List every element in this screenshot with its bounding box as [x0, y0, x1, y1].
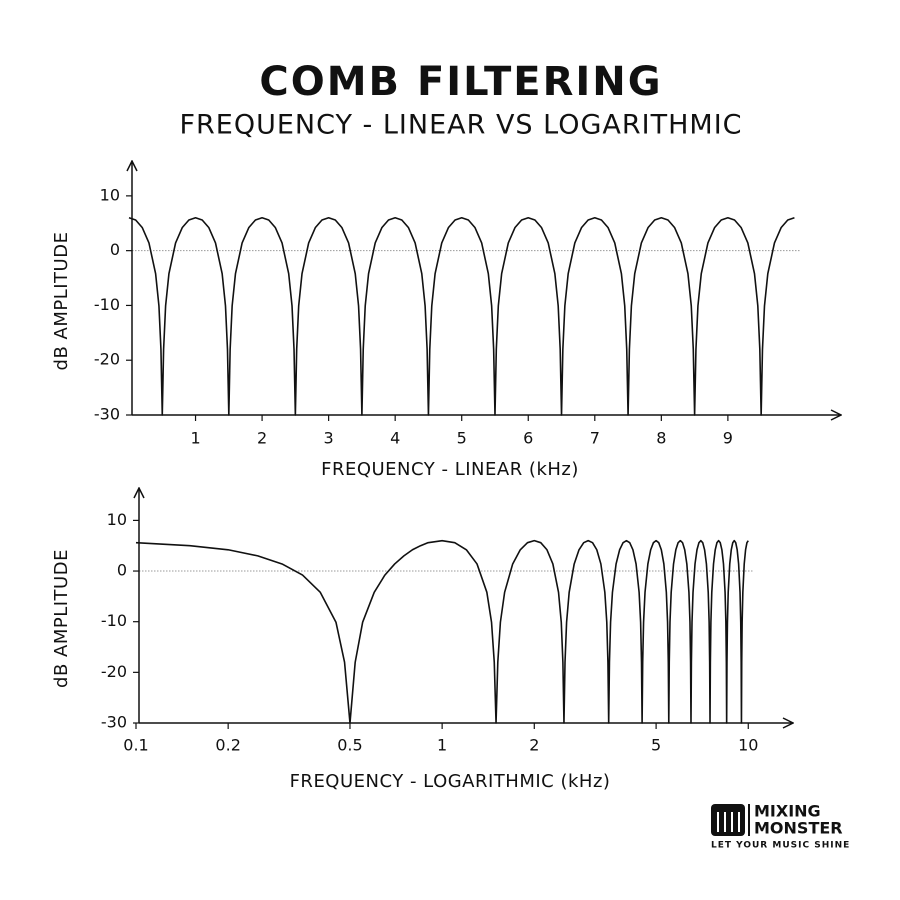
y-tick-label: -10 [101, 611, 127, 630]
y-tick-label: 0 [117, 561, 127, 580]
y-tick-label: 10 [100, 185, 120, 204]
x-tick-label: 0.2 [215, 736, 240, 755]
y-tick-label: -30 [101, 713, 127, 732]
y-axis-label: dB AMPLITUDE [51, 232, 72, 371]
x-tick-label: 2 [529, 736, 539, 755]
y-axis-label: dB AMPLITUDE [51, 549, 72, 688]
y-tick-label: 10 [107, 510, 127, 529]
x-axis-label: FREQUENCY - LOGARITHMIC (kHz) [290, 771, 611, 792]
x-tick-label: 2 [257, 429, 267, 448]
x-tick-label: 0.1 [123, 736, 148, 755]
logo-tagline: LET YOUR MUSIC SHINE [711, 841, 850, 851]
comb-curve [135, 539, 749, 724]
logo-line1: MIXING [754, 802, 821, 821]
y-tick-label: -30 [94, 405, 120, 424]
x-tick-label: 7 [590, 429, 600, 448]
x-tick-label: 3 [324, 429, 334, 448]
x-tick-label: 5 [651, 736, 661, 755]
x-tick-label: 10 [738, 736, 758, 755]
y-tick-label: -20 [101, 662, 127, 681]
x-tick-label: 6 [523, 429, 533, 448]
x-tick-label: 4 [390, 429, 400, 448]
x-tick-label: 1 [190, 429, 200, 448]
comb-curve [128, 216, 795, 416]
logo-line2: MONSTER [754, 819, 843, 838]
x-tick-label: 8 [656, 429, 666, 448]
logo-icon [711, 804, 745, 836]
x-axis-label: FREQUENCY - LINEAR (kHz) [321, 459, 579, 480]
title: COMB FILTERING [259, 59, 662, 105]
subtitle: FREQUENCY - LINEAR VS LOGARITHMIC [179, 110, 742, 141]
x-tick-label: 0.5 [337, 736, 362, 755]
logo: MIXING MONSTER LET YOUR MUSIC SHINE [711, 802, 850, 851]
y-tick-label: -10 [94, 295, 120, 314]
x-tick-label: 9 [723, 429, 733, 448]
y-tick-label: 0 [110, 240, 120, 259]
x-tick-label: 5 [457, 429, 467, 448]
y-tick-label: -20 [94, 350, 120, 369]
x-tick-label: 1 [437, 736, 447, 755]
